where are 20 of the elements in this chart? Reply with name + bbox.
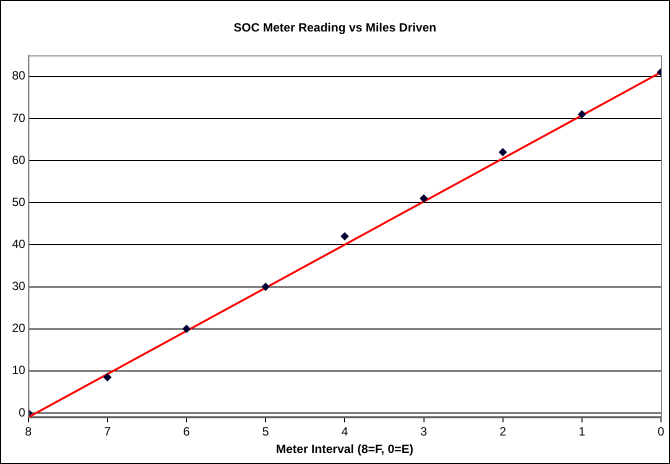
x-tick-label: 4 [341,424,348,439]
y-tick-label: 40 [12,237,26,252]
x-axis-title: Meter Interval (8=F, 0=E) [276,442,414,456]
y-tick-label: 70 [12,110,26,125]
y-tick-label: 20 [12,321,26,336]
y-tick-label: 80 [12,68,26,83]
x-tick-label: 6 [183,424,190,439]
x-tick-label: 7 [104,424,112,439]
x-tick-label: 1 [578,424,586,439]
x-tick-label: 0 [658,424,665,439]
x-tick-label: 2 [499,424,506,439]
x-tick-label: 8 [25,424,32,439]
y-tick-label: 50 [12,194,26,209]
y-tick-label: 30 [12,279,26,294]
y-tick-label: 10 [12,363,26,378]
y-tick-label: 60 [12,152,26,167]
chart-title: SOC Meter Reading vs Miles Driven [234,20,436,35]
x-tick-label: 3 [420,424,428,439]
y-tick-label: 0 [18,405,26,420]
x-tick-label: 5 [262,424,270,439]
